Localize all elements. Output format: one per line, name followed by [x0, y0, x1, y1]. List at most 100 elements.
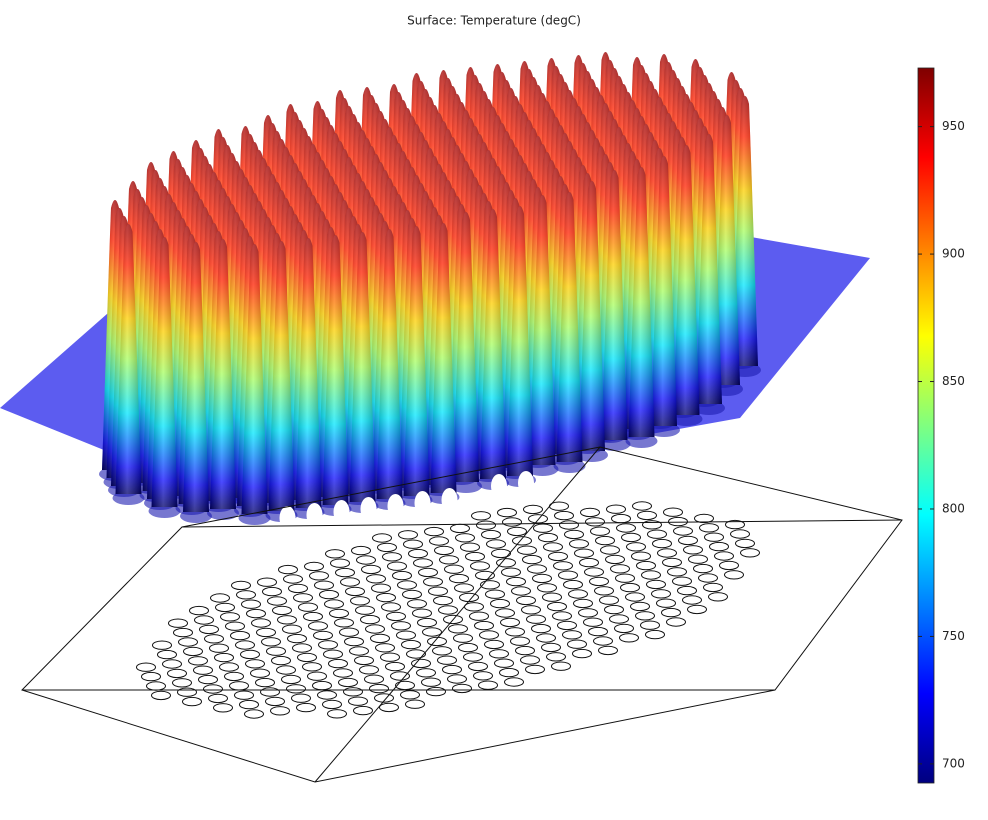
hole-outline	[152, 640, 172, 650]
hole-outline	[668, 516, 688, 527]
hole	[306, 503, 323, 527]
hole-outline	[636, 560, 656, 571]
surface-peak-shade	[507, 206, 533, 476]
hole-outline	[339, 627, 359, 637]
hole-outline	[740, 548, 760, 558]
hole-outline	[356, 555, 376, 565]
hole-outline	[146, 681, 166, 691]
hole-outline	[460, 542, 480, 552]
hole-outline	[296, 702, 316, 713]
hole-outline	[423, 577, 443, 587]
hole-outline	[667, 567, 687, 577]
hole-outline	[353, 705, 373, 716]
hole-outline	[553, 561, 573, 571]
hole-outline	[621, 532, 641, 543]
hole-outline	[620, 582, 640, 593]
colorbar-tick-label: 800	[942, 501, 965, 515]
hole-outline	[541, 642, 561, 653]
hole-outline	[309, 571, 329, 581]
hole-outline	[543, 542, 563, 552]
hole-outline	[391, 621, 411, 631]
hole-outline	[396, 630, 416, 640]
hole-outline	[245, 659, 265, 669]
hole-outline	[657, 548, 677, 558]
hole-outline	[646, 579, 666, 590]
hole-outline	[397, 580, 417, 590]
hole-outline	[473, 671, 493, 681]
hole-outline	[429, 536, 449, 546]
hole-outline	[645, 629, 665, 640]
hole-outline	[569, 539, 589, 549]
hole-outline	[585, 517, 605, 527]
hole-outline	[447, 674, 467, 684]
hole-outline	[662, 557, 682, 568]
hole-outline	[478, 680, 498, 690]
hole-outline	[392, 570, 412, 581]
hole-outline	[438, 605, 458, 615]
hole-outline	[688, 554, 708, 564]
hole-outline	[413, 558, 433, 568]
hole-outline	[298, 602, 318, 612]
chart-title: Surface: Temperature (degC)	[407, 14, 581, 28]
hole-outline	[491, 548, 511, 559]
hole-outline	[151, 690, 171, 701]
hole-outline	[281, 674, 301, 685]
hole-outline	[465, 551, 485, 562]
hole-outline	[641, 570, 661, 580]
surface-dip	[648, 423, 680, 437]
hole-outline	[204, 634, 224, 644]
hole-outline	[370, 633, 390, 644]
hole-outline	[371, 583, 391, 593]
hole-outline	[374, 693, 394, 703]
hole-outline	[239, 699, 259, 710]
hole-outline	[348, 696, 368, 706]
hole-outline	[182, 696, 202, 707]
hole-outline	[434, 545, 454, 556]
hole-outline	[515, 645, 535, 656]
surface-peak-shade	[714, 115, 740, 385]
hole-outline	[219, 662, 239, 672]
hole-outline	[525, 664, 545, 675]
surface-dip	[526, 462, 559, 476]
colorbar-tick-label: 850	[942, 374, 965, 388]
hole-outline	[398, 530, 418, 540]
surface-peak-shade	[556, 192, 583, 462]
hole-outline	[455, 533, 475, 543]
hole-outline	[635, 611, 655, 621]
hole-outline	[173, 627, 193, 638]
hole-outline	[421, 677, 441, 687]
hole-outline	[502, 517, 522, 527]
hole-outline	[412, 608, 432, 618]
hole-outline	[177, 687, 197, 697]
hole-outline	[640, 620, 660, 630]
hole-outline	[313, 630, 333, 641]
hole-outline	[452, 683, 472, 694]
hole-outline	[497, 507, 517, 518]
surface-peak-shade	[453, 212, 479, 482]
hole-outline	[500, 617, 520, 628]
hole-outline	[318, 640, 338, 650]
hole-outline	[590, 526, 610, 536]
hole-outline	[481, 529, 501, 540]
hole-outline	[359, 665, 379, 675]
hole-outline	[604, 604, 624, 615]
hole-outline	[377, 542, 397, 553]
hole-outline	[271, 655, 291, 666]
hole-outline	[694, 513, 714, 524]
hole-outline	[614, 623, 634, 634]
hole-outline	[234, 690, 254, 700]
hole-outline	[687, 604, 707, 615]
geometry	[21, 446, 903, 783]
hole-outline	[448, 624, 468, 634]
hole-outline	[375, 643, 395, 653]
hole-outline	[428, 586, 448, 596]
hole-outline	[366, 574, 386, 584]
hole-outline	[512, 536, 532, 546]
hole-outline	[292, 643, 312, 653]
hole-outline	[568, 589, 588, 599]
hole-outline	[168, 618, 188, 628]
hole-outline	[323, 649, 343, 659]
hole-outline	[422, 627, 442, 637]
hole-outline	[611, 513, 631, 524]
hole-outline	[615, 573, 635, 583]
